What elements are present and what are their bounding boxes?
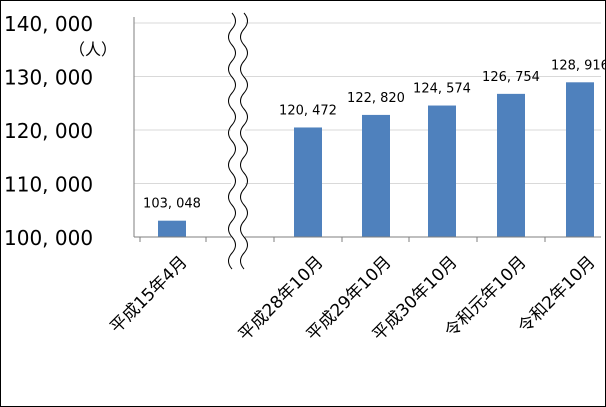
bar (566, 82, 594, 237)
y-tick-label: 140, 000 (4, 12, 93, 36)
y-tick-label: 100, 000 (4, 226, 93, 250)
y-tick-label: 120, 000 (4, 119, 93, 143)
axes (133, 17, 601, 242)
data-labels: 103, 048 120, 472 122, 820 124, 574 126, 754… (143, 58, 605, 211)
y-tick-label: 130, 000 (4, 66, 93, 90)
axis-break-mark (228, 12, 248, 270)
axis-break-gap (231, 13, 245, 269)
x-tick-label: 平成15年4月 (106, 252, 191, 337)
bar (158, 220, 186, 237)
data-label: 124, 574 (413, 82, 471, 97)
bar (294, 127, 322, 237)
bars (158, 82, 594, 238)
data-label: 120, 472 (279, 103, 337, 118)
data-label: 126, 754 (482, 70, 540, 85)
axis-break-line (240, 12, 248, 270)
x-tick-labels: 平成15年4月 平成28年10月平成29年10月平成30年10月令和元年10月令和… (106, 252, 599, 345)
data-label: 122, 820 (347, 91, 405, 106)
bar (497, 93, 525, 238)
data-label: 103, 048 (143, 197, 201, 212)
bar (428, 105, 456, 237)
y-tick-label: 110, 000 (4, 173, 93, 197)
y-unit-label: （人） (69, 40, 117, 59)
axis-break-line (228, 12, 236, 270)
data-label: 128, 916 (551, 58, 605, 73)
y-tick-labels: 100, 000 110, 000 120, 000 130, 000 140, 000 (4, 12, 93, 250)
bar (362, 114, 390, 237)
